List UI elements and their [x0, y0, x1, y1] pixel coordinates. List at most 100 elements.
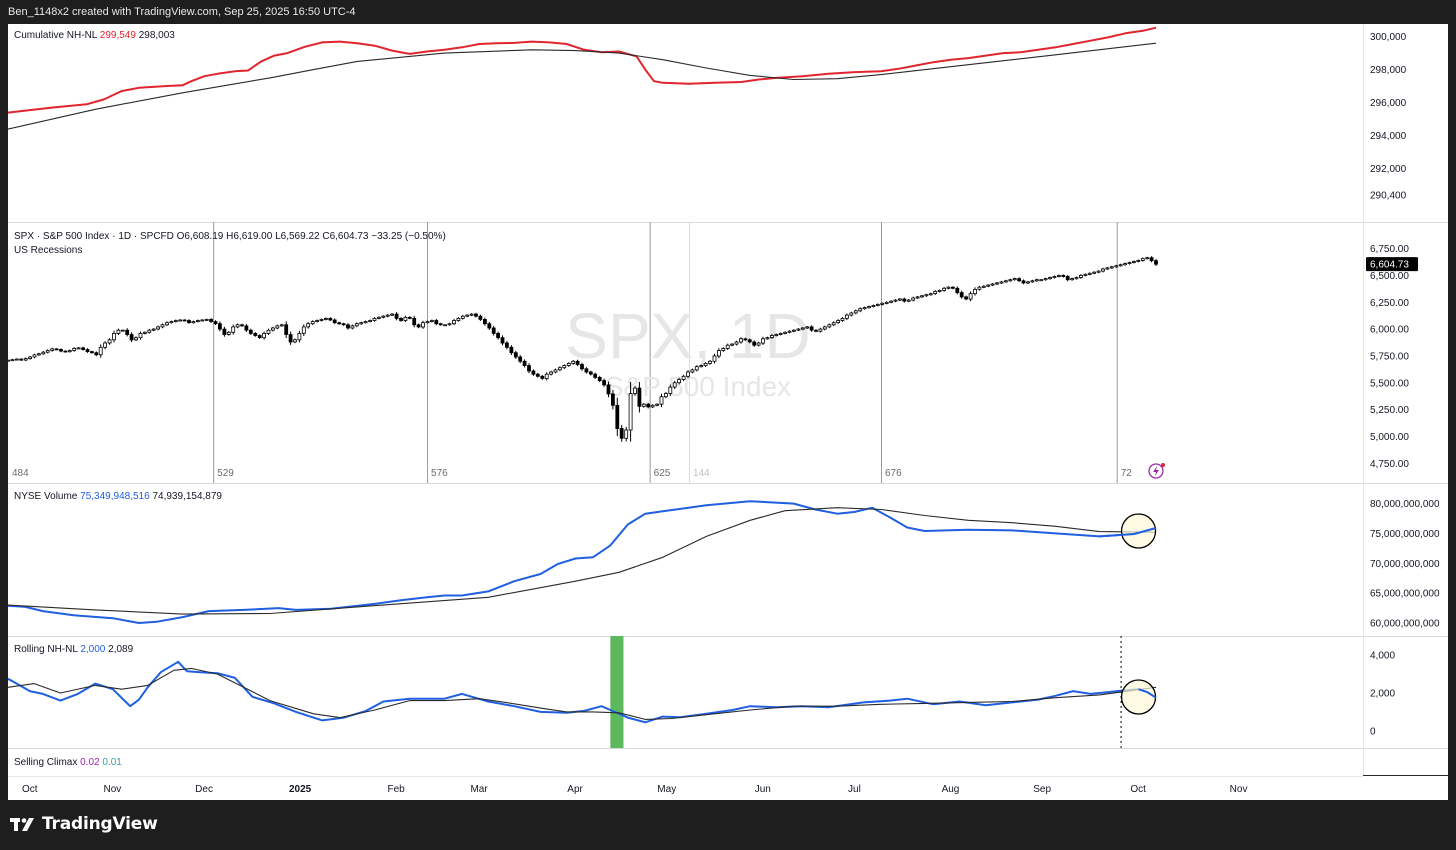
- candle-body: [253, 332, 258, 336]
- candle-body: [747, 339, 752, 343]
- candle-body: [500, 337, 505, 344]
- candle-body: [575, 360, 580, 365]
- bar-marker-label: 144: [693, 468, 710, 479]
- event-flash-dot: [1161, 463, 1165, 467]
- candle-body: [951, 286, 955, 289]
- candle-body: [182, 319, 187, 322]
- candle-body: [792, 329, 796, 332]
- candle-body: [235, 324, 240, 328]
- candle-body: [36, 353, 41, 356]
- x-tick-label: Apr: [567, 784, 583, 795]
- candle-body: [959, 292, 964, 298]
- candle-body: [535, 373, 540, 377]
- candle-body: [103, 342, 107, 348]
- legend-selling-climax[interactable]: Selling Climax 0.02 0.01: [14, 757, 122, 768]
- candle-body: [293, 339, 297, 343]
- y-tick-label: 300,000: [1370, 32, 1407, 43]
- legend-nyse-volume[interactable]: NYSE Volume 75,349,948,516 74,939,154,87…: [14, 491, 222, 502]
- candle-body: [1057, 274, 1061, 277]
- x-tick-label: Jun: [755, 784, 771, 795]
- candle-body: [1030, 280, 1035, 283]
- tradingview-logo[interactable]: TradingView: [10, 814, 158, 834]
- legend-spx[interactable]: SPX · S&P 500 Index · 1D · SPCFD O6,608.…: [14, 231, 446, 242]
- candle-body: [1083, 273, 1088, 276]
- y-tick-label: 5,250.00: [1370, 405, 1409, 416]
- x-tick-label: Oct: [22, 784, 38, 795]
- candle-body: [204, 318, 209, 321]
- candle-body: [116, 329, 121, 334]
- candle-body: [544, 373, 549, 379]
- candle-body: [743, 338, 748, 341]
- candle-body: [1034, 279, 1039, 282]
- candle-body: [818, 328, 823, 332]
- x-tick-label: Jul: [848, 784, 861, 795]
- y-tick-label: 6,750.00: [1370, 244, 1409, 255]
- candle-body: [800, 327, 805, 330]
- candle-body: [902, 298, 907, 302]
- y-tick-label: 296,000: [1370, 98, 1407, 109]
- candle-body: [284, 324, 289, 335]
- candle-body: [787, 330, 792, 333]
- y-tick-label: 290,400: [1370, 191, 1407, 202]
- chart-area[interactable]: 300,000 298,000 296,000 294,000 292,000 290,4…: [8, 24, 1448, 800]
- x-tick-label: Nov: [103, 784, 121, 795]
- volume-highlight-circle: [1120, 513, 1157, 549]
- y-tick-label: 292,000: [1370, 164, 1407, 175]
- candle-body: [867, 306, 871, 309]
- candle-body: [1039, 279, 1044, 282]
- last-price-tag: [1366, 257, 1418, 272]
- candle-body: [32, 354, 37, 358]
- candle-body: [558, 367, 562, 371]
- x-tick-label: Dec: [195, 784, 213, 795]
- candle-body: [999, 281, 1004, 284]
- candle-body: [191, 321, 196, 324]
- candle-body: [504, 342, 509, 348]
- candle-body: [619, 428, 624, 439]
- candle-body: [672, 382, 677, 388]
- candle-body: [244, 325, 249, 331]
- candle-body: [889, 300, 893, 303]
- candle-body: [977, 286, 982, 290]
- brand-name: TradingView: [42, 814, 158, 834]
- candle-body: [319, 318, 324, 321]
- candle-body: [1008, 279, 1013, 282]
- nyse-volume-series-1: [8, 500, 1157, 624]
- candle-body: [641, 403, 646, 407]
- candle-body: [98, 346, 103, 356]
- y-tick-label: 5,500.00: [1370, 378, 1409, 389]
- candle-body: [41, 351, 46, 355]
- candle-body: [19, 358, 24, 361]
- candle-body: [346, 324, 350, 329]
- candle-body: [606, 384, 611, 395]
- rolling-tail: [1138, 688, 1157, 699]
- legend-rolling-nh-nl[interactable]: Rolling NH-NL 2,000 2,089: [14, 644, 134, 655]
- candle-body: [911, 297, 916, 301]
- candle-body: [200, 319, 205, 322]
- rolling-nh-nl-series-2: [8, 667, 1157, 720]
- candle-body: [774, 334, 779, 337]
- legend-cumulative-nh-nl[interactable]: Cumulative NH-NL 299,549 298,003: [14, 30, 175, 41]
- candle-body: [332, 319, 337, 324]
- candle-body: [341, 323, 346, 326]
- chart-canvas[interactable]: 300,000 298,000 296,000 294,000 292,000 290,4…: [8, 24, 1448, 800]
- candle-body: [434, 320, 439, 325]
- candle-body: [646, 403, 651, 408]
- candle-body: [231, 326, 236, 333]
- candle-body: [81, 347, 85, 350]
- candle-body: [1092, 271, 1097, 274]
- candle-body: [262, 332, 267, 339]
- candle-body: [67, 350, 72, 353]
- candle-body: [553, 369, 558, 373]
- candle-body: [1004, 280, 1008, 283]
- legend-close: C6,604.73: [322, 231, 371, 242]
- candle-body: [1127, 262, 1132, 265]
- candle-body: [946, 286, 951, 289]
- y-tick-label: 298,000: [1370, 65, 1407, 76]
- watermark-symbol: SPX, 1D: [565, 300, 810, 372]
- candle-body: [372, 317, 377, 321]
- candle-body: [721, 347, 726, 351]
- candle-body: [522, 360, 527, 366]
- candle-body: [354, 323, 359, 327]
- candle-body: [399, 317, 403, 321]
- y-tick-label: 4,750.00: [1370, 459, 1409, 470]
